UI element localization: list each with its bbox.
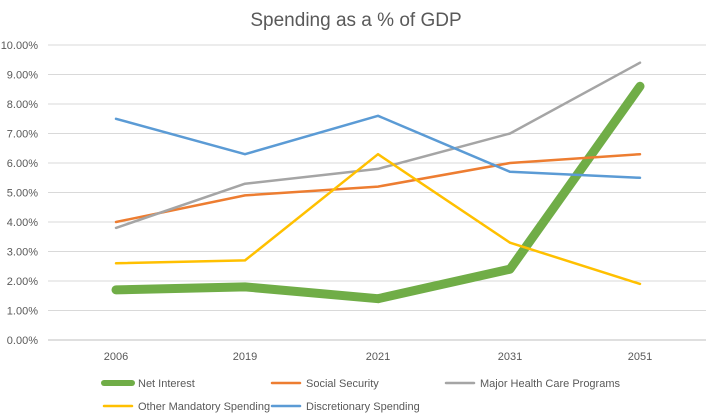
series-line-major-health-care-programs	[114, 61, 642, 230]
y-tick-label: 5.00%	[7, 188, 38, 200]
y-tick-label: 9.00%	[7, 70, 38, 82]
legend-item-major-health-care-programs: Major Health Care Programs	[444, 378, 620, 390]
legend-item-other-mandatory-spending: Other Mandatory Spending	[102, 401, 270, 413]
legend-item-net-interest: Net Interest	[101, 378, 195, 390]
legend-label: Other Mandatory Spending	[138, 401, 270, 413]
legend-label: Social Security	[306, 378, 379, 390]
x-tick-label: 2051	[628, 351, 652, 363]
gridlines	[48, 44, 706, 311]
x-tick-label: 2006	[104, 351, 128, 363]
x-axis-tick-labels: 2006 2019 2021 2031 2051	[104, 351, 652, 363]
y-tick-label: 7.00%	[7, 129, 38, 141]
x-tick-label: 2031	[498, 351, 522, 363]
y-tick-label: 0.00%	[7, 335, 38, 347]
legend-label: Major Health Care Programs	[480, 378, 620, 390]
y-tick-label: 1.00%	[7, 306, 38, 318]
y-axis-tick-labels: 0.00% 1.00% 2.00% 3.00% 4.00% 5.00% 6.00% 7.00%…	[1, 40, 39, 347]
y-tick-label: 8.00%	[7, 99, 38, 111]
legend: Net Interest Social Security Major Health …	[101, 378, 620, 413]
x-tick-label: 2019	[233, 351, 257, 363]
y-tick-label: 3.00%	[7, 247, 38, 259]
legend-label: Net Interest	[138, 378, 195, 390]
legend-item-social-security: Social Security	[270, 378, 379, 390]
y-tick-label: 6.00%	[7, 158, 38, 170]
series-line-social-security	[114, 152, 642, 224]
series-line-other-mandatory-spending	[114, 152, 642, 286]
y-tick-label: 10.00%	[1, 40, 39, 52]
legend-label: Discretionary Spending	[306, 401, 420, 413]
y-tick-label: 4.00%	[7, 217, 38, 229]
series-line-discretionary-spending	[114, 114, 642, 180]
x-tick-label: 2021	[366, 351, 390, 363]
legend-item-discretionary-spending: Discretionary Spending	[270, 401, 420, 413]
series-line-net-interest	[111, 81, 645, 304]
series-lines	[111, 61, 645, 304]
chart-title: Spending as a % of GDP	[250, 10, 461, 31]
y-tick-label: 2.00%	[7, 276, 38, 288]
